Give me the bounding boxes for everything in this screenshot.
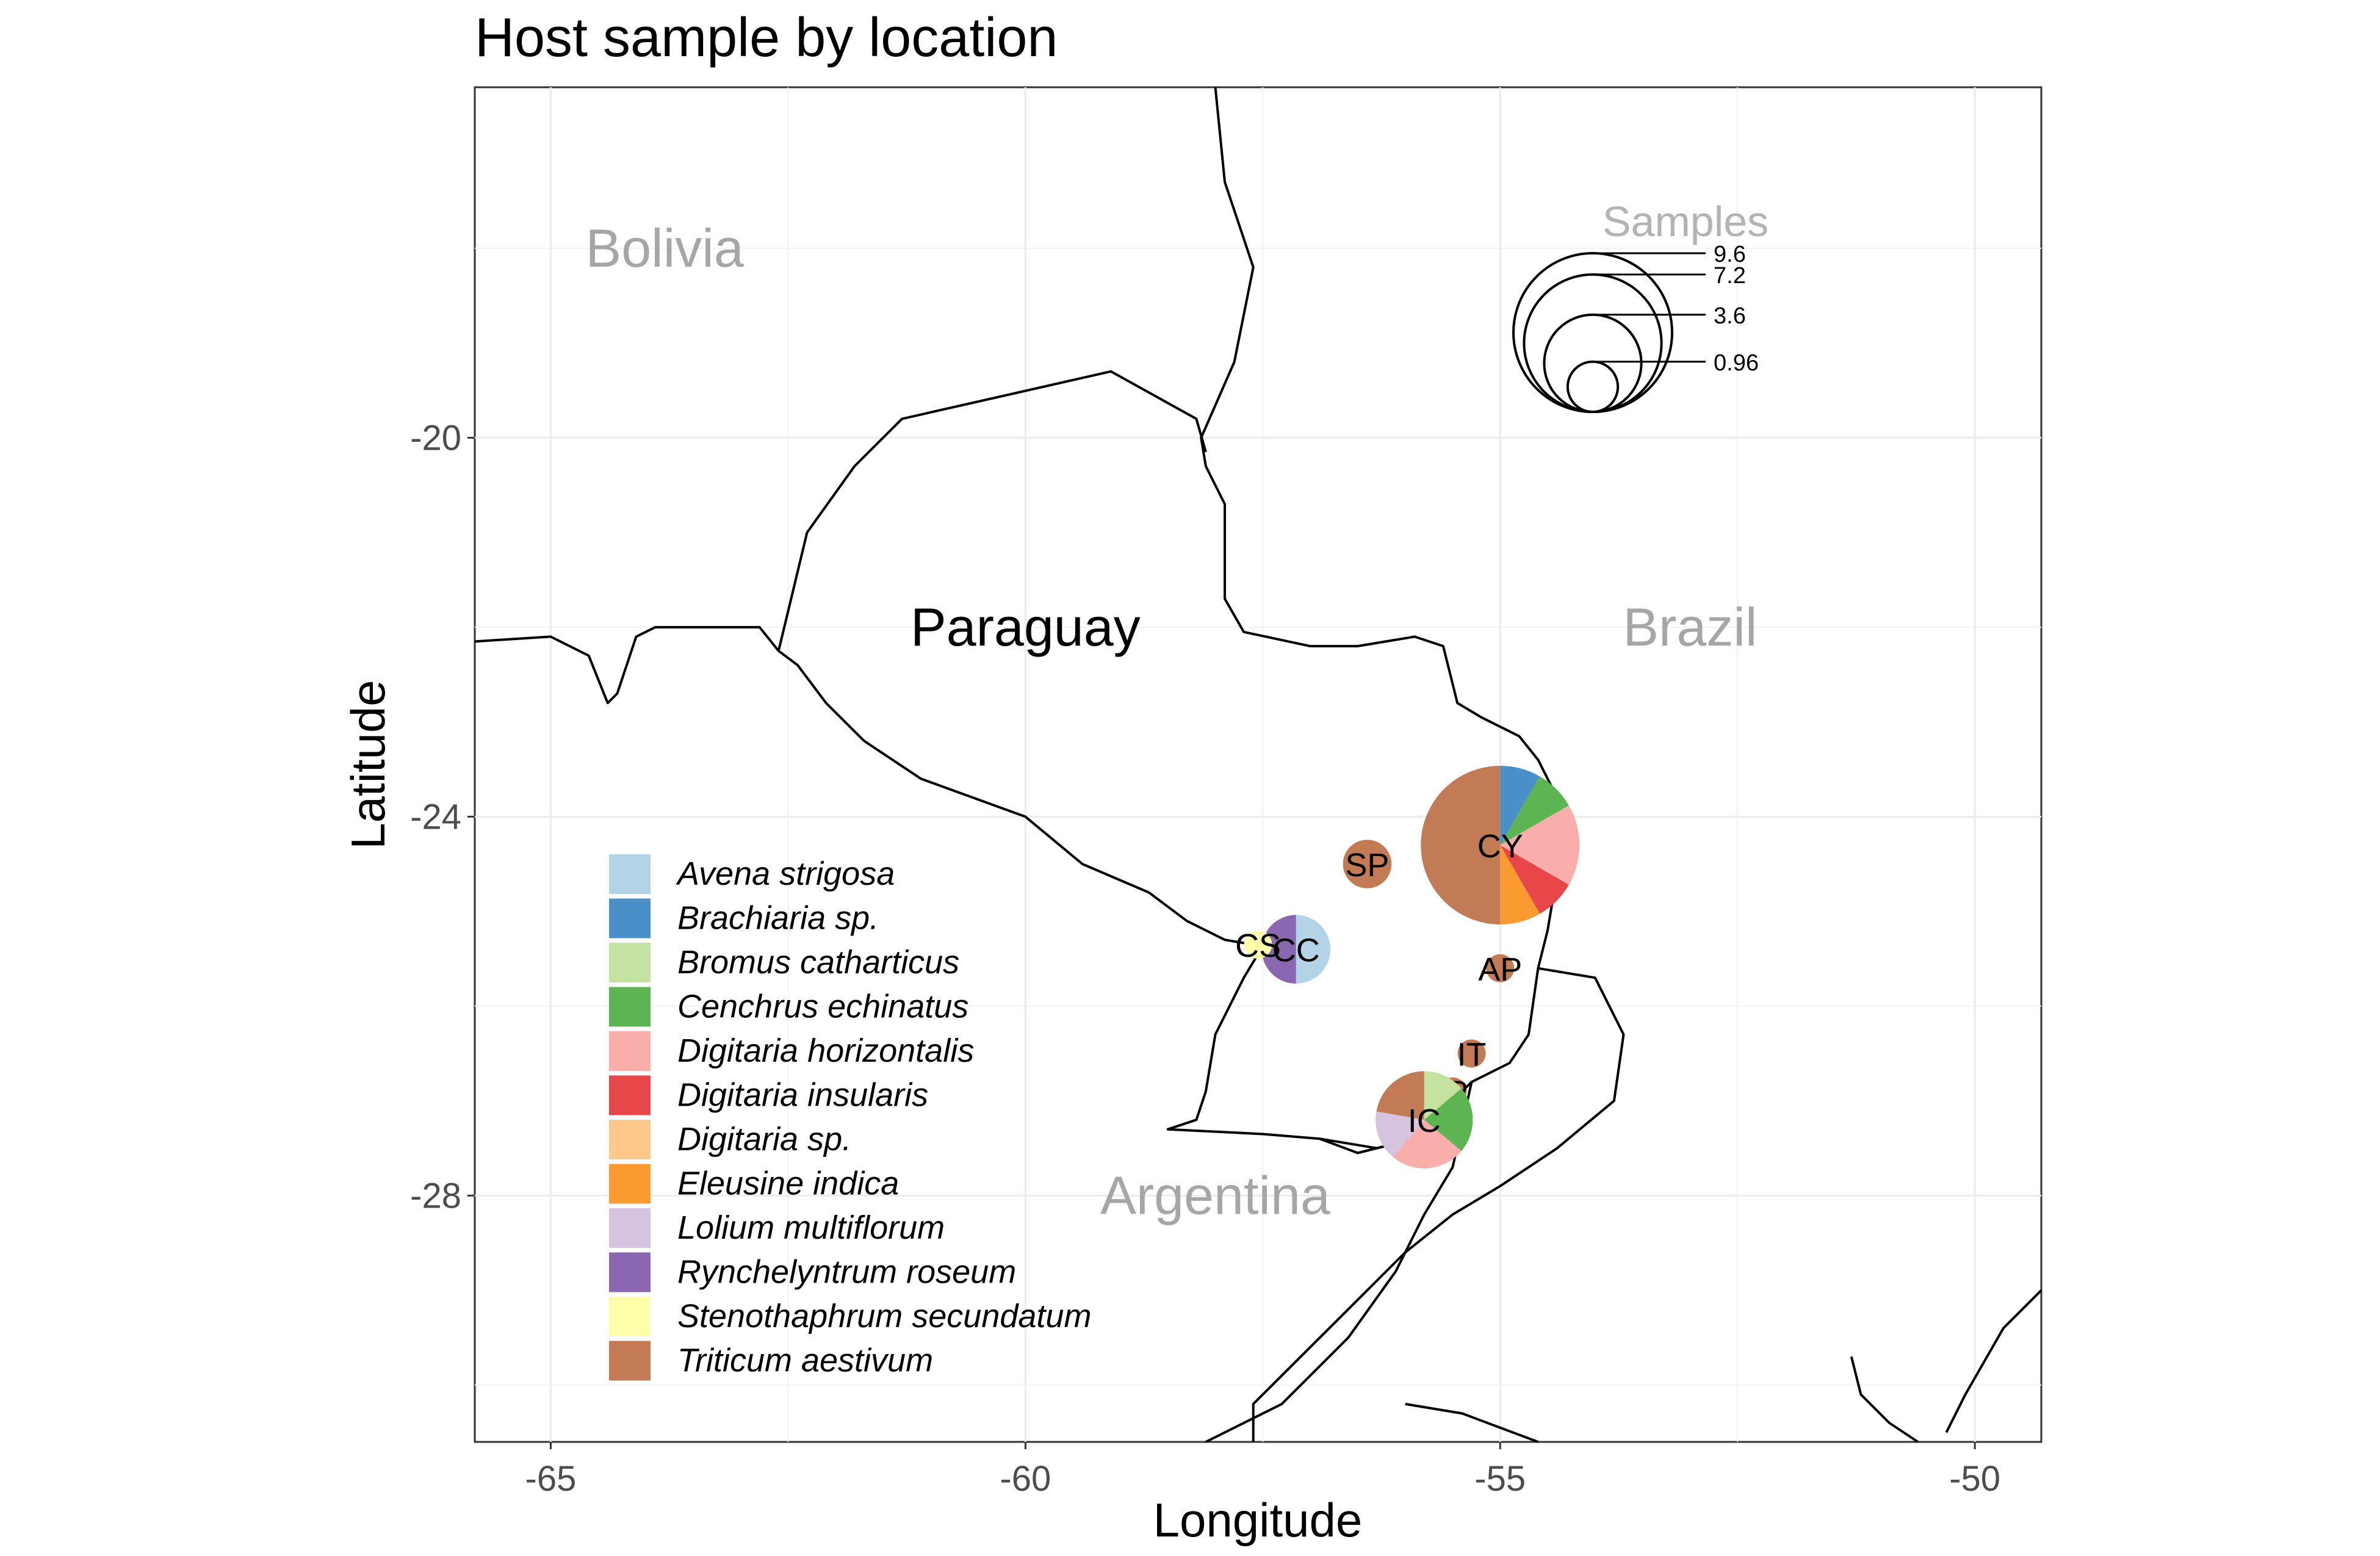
pie-cc: CC bbox=[1261, 915, 1331, 984]
pie-slice bbox=[1296, 915, 1331, 984]
legend-label: Rynchelyntrum roseum bbox=[677, 1254, 1016, 1291]
size-legend-label: 9.6 bbox=[1714, 242, 1746, 267]
pie-sp: SP bbox=[1343, 840, 1392, 888]
size-legend-label: 7.2 bbox=[1714, 263, 1746, 289]
pie-slice bbox=[1261, 915, 1296, 984]
border-line bbox=[1252, 967, 1625, 1442]
pie-ic: IC bbox=[1376, 1071, 1473, 1169]
pie-slice bbox=[1500, 765, 1540, 845]
pie-ap: AP bbox=[1478, 951, 1522, 988]
legend-swatch bbox=[609, 1341, 651, 1381]
legend-swatch bbox=[609, 987, 651, 1027]
y-tick-label: -28 bbox=[410, 1176, 461, 1216]
size-legend-title: Samples bbox=[1603, 198, 1769, 245]
pie-slice bbox=[1424, 1088, 1473, 1151]
site-label-cy: CY bbox=[1477, 828, 1523, 865]
pie-slice bbox=[1343, 840, 1392, 888]
x-tick-label: -65 bbox=[525, 1459, 577, 1499]
country-label-bolivia: Bolivia bbox=[586, 218, 744, 278]
country-borders bbox=[474, 87, 2043, 1443]
pie-slice bbox=[1457, 1039, 1486, 1068]
legend-swatch bbox=[609, 1031, 651, 1071]
pie-slice bbox=[1486, 954, 1515, 982]
grid-lines bbox=[475, 87, 2041, 1442]
legend-label: Stenothaphrum secundatum bbox=[677, 1298, 1091, 1334]
site-label-sp: SP bbox=[1345, 847, 1389, 884]
site-pies: CYSPCCCSAPITIPIC bbox=[1235, 765, 1580, 1169]
legend-label: Digitaria sp. bbox=[677, 1121, 851, 1158]
size-legend-label: 3.6 bbox=[1714, 303, 1746, 329]
border-line bbox=[1405, 1402, 1539, 1443]
pie-slice bbox=[1244, 930, 1272, 959]
legend-label: Eleusine indica bbox=[677, 1165, 899, 1202]
x-tick-label: -55 bbox=[1474, 1459, 1526, 1499]
plot-panel bbox=[474, 86, 2043, 1443]
pie-it: IT bbox=[1457, 1036, 1487, 1073]
legend-swatch bbox=[609, 898, 651, 938]
legend-label: Digitaria horizontalis bbox=[677, 1032, 974, 1069]
pie-slice bbox=[1376, 1111, 1424, 1158]
site-label-ap: AP bbox=[1478, 951, 1522, 988]
legend-swatch bbox=[609, 1252, 651, 1292]
site-label-cs: CS bbox=[1235, 927, 1281, 964]
border-line bbox=[1945, 1289, 2043, 1433]
y-tick-label: -24 bbox=[410, 797, 461, 837]
legend-swatch bbox=[609, 1164, 651, 1204]
pie-slice bbox=[1376, 1071, 1424, 1120]
pie-slice bbox=[1393, 1120, 1462, 1169]
pie-cs: CS bbox=[1235, 927, 1281, 964]
pie-slice bbox=[1424, 1071, 1462, 1120]
border-line bbox=[1205, 1081, 1473, 1443]
legend-label: Lolium multiflorum bbox=[677, 1209, 945, 1246]
legend-label: Brachiaria sp. bbox=[677, 900, 879, 937]
country-labels: Bolivia Paraguay Brazil Argentina bbox=[586, 218, 1758, 1225]
site-label-cc: CC bbox=[1272, 932, 1320, 969]
legend-swatch bbox=[609, 1208, 651, 1248]
country-label-argentina: Argentina bbox=[1100, 1165, 1330, 1225]
pie-cy: CY bbox=[1421, 765, 1580, 924]
border-line bbox=[1850, 1356, 1919, 1443]
axes: -65 -60 -55 -50 -20 -24 -28 bbox=[410, 418, 2000, 1499]
x-axis-title: Longitude bbox=[1153, 1493, 1363, 1547]
legend-label: Cenchrus echinatus bbox=[677, 989, 968, 1025]
legend-label: Bromus catharticus bbox=[677, 944, 959, 981]
border-line bbox=[777, 370, 1207, 652]
legend-swatch bbox=[609, 943, 651, 982]
y-tick-label: -20 bbox=[410, 418, 461, 458]
country-label-paraguay: Paraguay bbox=[911, 597, 1141, 657]
size-legend-label: 0.96 bbox=[1714, 350, 1759, 376]
y-axis-title: Latitude bbox=[341, 680, 395, 849]
legend-label: Triticum aestivum bbox=[677, 1342, 933, 1379]
legend-swatch bbox=[609, 1075, 651, 1115]
x-tick-label: -50 bbox=[1949, 1459, 2000, 1499]
country-label-brazil: Brazil bbox=[1623, 597, 1757, 657]
legend-label: Avena strigosa bbox=[676, 855, 895, 892]
x-tick-label: -60 bbox=[1000, 1459, 1051, 1499]
legend-swatch bbox=[609, 1297, 651, 1336]
pie-slice bbox=[1421, 765, 1501, 924]
pie-slice bbox=[1500, 805, 1580, 885]
pie-slice bbox=[1500, 776, 1569, 845]
chart-title: Host sample by location bbox=[475, 7, 1058, 68]
pie-slice bbox=[1500, 845, 1540, 924]
legend-label: Digitaria insularis bbox=[677, 1077, 928, 1114]
site-label-it: IT bbox=[1457, 1036, 1487, 1073]
pie-slice bbox=[1500, 845, 1569, 914]
legend-swatch bbox=[609, 1120, 651, 1159]
site-label-ic: IC bbox=[1408, 1103, 1441, 1139]
legend-swatch bbox=[609, 854, 651, 894]
size-legend: Samples 9.67.2 3.6 0.96 bbox=[1512, 198, 1769, 414]
host-legend: Avena strigosa Brachiaria sp. Bromus catha… bbox=[609, 854, 1091, 1381]
